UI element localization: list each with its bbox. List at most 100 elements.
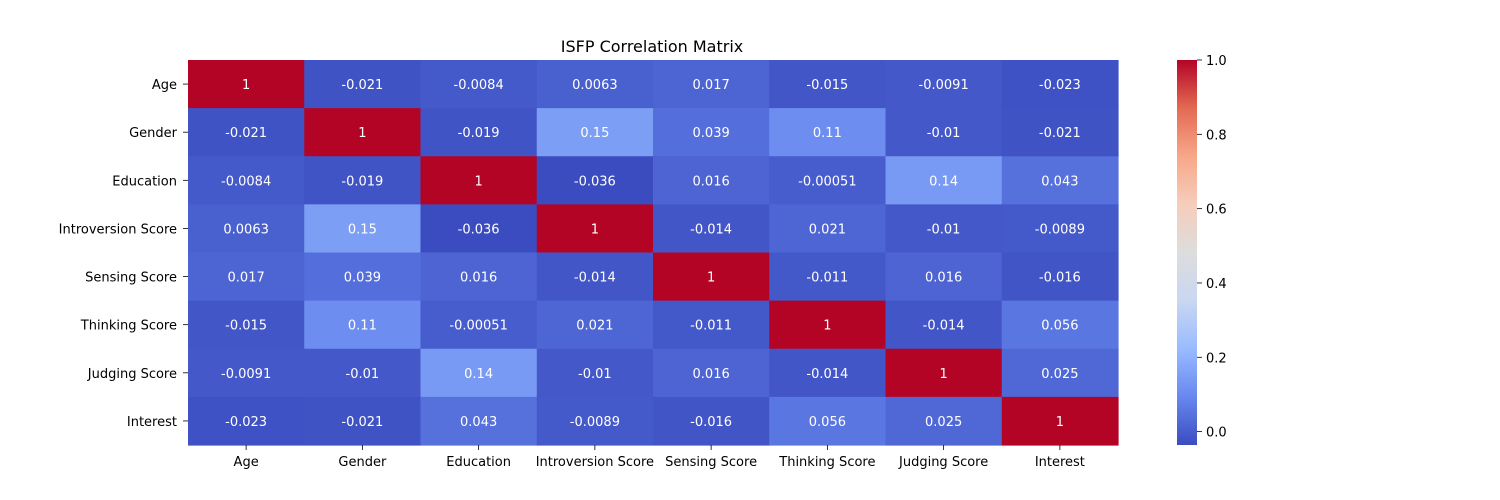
cell-annotation: 1 — [474, 174, 482, 189]
cell-annotation: -0.016 — [1039, 271, 1081, 286]
heatmap-cell — [188, 60, 305, 109]
heatmap-cell — [1001, 300, 1119, 350]
cell-annotation: -0.01 — [578, 367, 612, 382]
heatmap-cell — [653, 156, 770, 205]
heatmap-cell — [769, 300, 887, 350]
cell-annotation: -0.023 — [225, 415, 267, 430]
heatmap-cell — [885, 348, 1003, 398]
cell-annotation: 0.15 — [580, 126, 609, 141]
heatmap-cell — [885, 156, 1003, 205]
heatmap-cell — [653, 252, 770, 302]
cell-annotation: -0.021 — [1039, 126, 1081, 141]
cell-annotation: 0.039 — [344, 271, 381, 286]
cell-annotation: 0.016 — [693, 367, 730, 382]
cell-annotation: 0.056 — [1041, 319, 1078, 334]
cell-annotation: 0.021 — [576, 319, 613, 334]
heatmap-cell — [769, 204, 887, 254]
colorbar-tick-label: 0.0 — [1206, 426, 1227, 441]
heatmap-cell — [1001, 108, 1119, 157]
cell-annotation: 0.056 — [809, 415, 846, 430]
cell-annotation: -0.0091 — [919, 78, 969, 93]
cell-annotation: -0.015 — [806, 78, 848, 93]
cell-annotation: -0.014 — [806, 367, 848, 382]
colorbar: 0.0 0.2 0.4 0.6 0.8 1.0 — [1177, 54, 1227, 445]
heatmap-cell — [420, 252, 538, 302]
cell-annotation: -0.0091 — [221, 367, 271, 382]
cell-annotations: 1 -0.021 -0.0084 0.0063 0.017 -0.015 -0.0091 -0… — [221, 78, 1085, 430]
y-tick-label: Sensing Score — [85, 271, 177, 286]
cell-annotation: -0.0084 — [221, 174, 271, 189]
cell-annotation: 0.043 — [1041, 174, 1078, 189]
heatmap-cell — [304, 108, 422, 157]
heatmap-cell — [885, 204, 1003, 254]
cell-annotation: 0.025 — [1041, 367, 1078, 382]
cell-annotation: 0.11 — [813, 126, 842, 141]
heatmap-cell — [304, 60, 422, 109]
cell-annotation: -0.01 — [927, 126, 961, 141]
heatmap-cell — [304, 156, 422, 205]
heatmap-cell — [653, 108, 770, 157]
cell-annotation: 0.021 — [809, 222, 846, 237]
cell-annotation: 1 — [823, 319, 831, 334]
cell-annotation: -0.019 — [341, 174, 383, 189]
heatmap-cell — [1001, 348, 1119, 398]
heatmap-cell — [885, 252, 1003, 302]
cell-annotation: 1 — [707, 271, 715, 286]
y-tick-label: Gender — [129, 126, 178, 141]
y-tick-label: Thinking Score — [80, 319, 177, 334]
colorbar-tick-label: 0.6 — [1206, 203, 1227, 218]
cell-annotation: -0.023 — [1039, 78, 1081, 93]
heatmap-cell — [420, 60, 538, 109]
heatmap-cell — [536, 204, 654, 254]
cell-annotation: 0.0063 — [223, 222, 269, 237]
heatmap-cell — [188, 300, 305, 350]
y-tick-label: Age — [152, 78, 177, 93]
x-tick-label: Gender — [338, 455, 387, 470]
heatmap-cell — [188, 396, 305, 446]
cell-annotation: -0.014 — [923, 319, 965, 334]
cell-annotation: -0.011 — [806, 271, 848, 286]
heatmap-cell — [188, 348, 305, 398]
x-tick-label: Thinking Score — [778, 455, 875, 470]
y-tick-label: Education — [112, 174, 177, 189]
heatmap-cell — [1001, 156, 1119, 205]
colorbar-tick-label: 0.2 — [1206, 351, 1227, 366]
x-tick-label: Interest — [1035, 455, 1085, 470]
heatmap-cell — [769, 108, 887, 157]
cell-annotation: 0.039 — [693, 126, 730, 141]
y-tick-label: Interest — [127, 415, 177, 430]
cell-annotation: 0.016 — [460, 271, 497, 286]
cell-annotation: 0.016 — [693, 174, 730, 189]
cell-annotation: 0.016 — [925, 271, 962, 286]
colorbar-tick-label: 0.4 — [1206, 277, 1227, 292]
heatmap-cell — [653, 60, 770, 109]
cell-annotation: -0.0089 — [570, 415, 620, 430]
x-tick-label: Age — [234, 455, 259, 470]
heatmap-cell — [653, 348, 770, 398]
heatmap-cells — [188, 60, 1119, 446]
heatmap-cell — [885, 60, 1003, 109]
y-tick-label: Judging Score — [87, 367, 177, 382]
cell-annotation: 1 — [242, 78, 250, 93]
heatmap-cell — [304, 348, 422, 398]
heatmap-cell — [536, 60, 654, 109]
heatmap-cell — [536, 156, 654, 205]
cell-annotation: 0.017 — [228, 271, 265, 286]
x-tick-label: Judging Score — [898, 455, 988, 470]
y-tick-label: Introversion Score — [59, 222, 177, 237]
cell-annotation: 0.043 — [460, 415, 497, 430]
heatmap-cell — [536, 348, 654, 398]
heatmap-cell — [536, 396, 654, 446]
heatmap-cell — [885, 108, 1003, 157]
heatmap-cell — [769, 60, 887, 109]
heatmap-cell — [536, 300, 654, 350]
heatmap-cell — [304, 204, 422, 254]
colorbar-gradient — [1177, 60, 1197, 445]
cell-annotation: 0.11 — [348, 319, 377, 334]
cell-annotation: -0.01 — [927, 222, 961, 237]
heatmap-cell — [420, 204, 538, 254]
cell-annotation: -0.021 — [341, 78, 383, 93]
cell-annotation: -0.014 — [690, 222, 732, 237]
colorbar-tick-label: 0.8 — [1206, 128, 1227, 143]
